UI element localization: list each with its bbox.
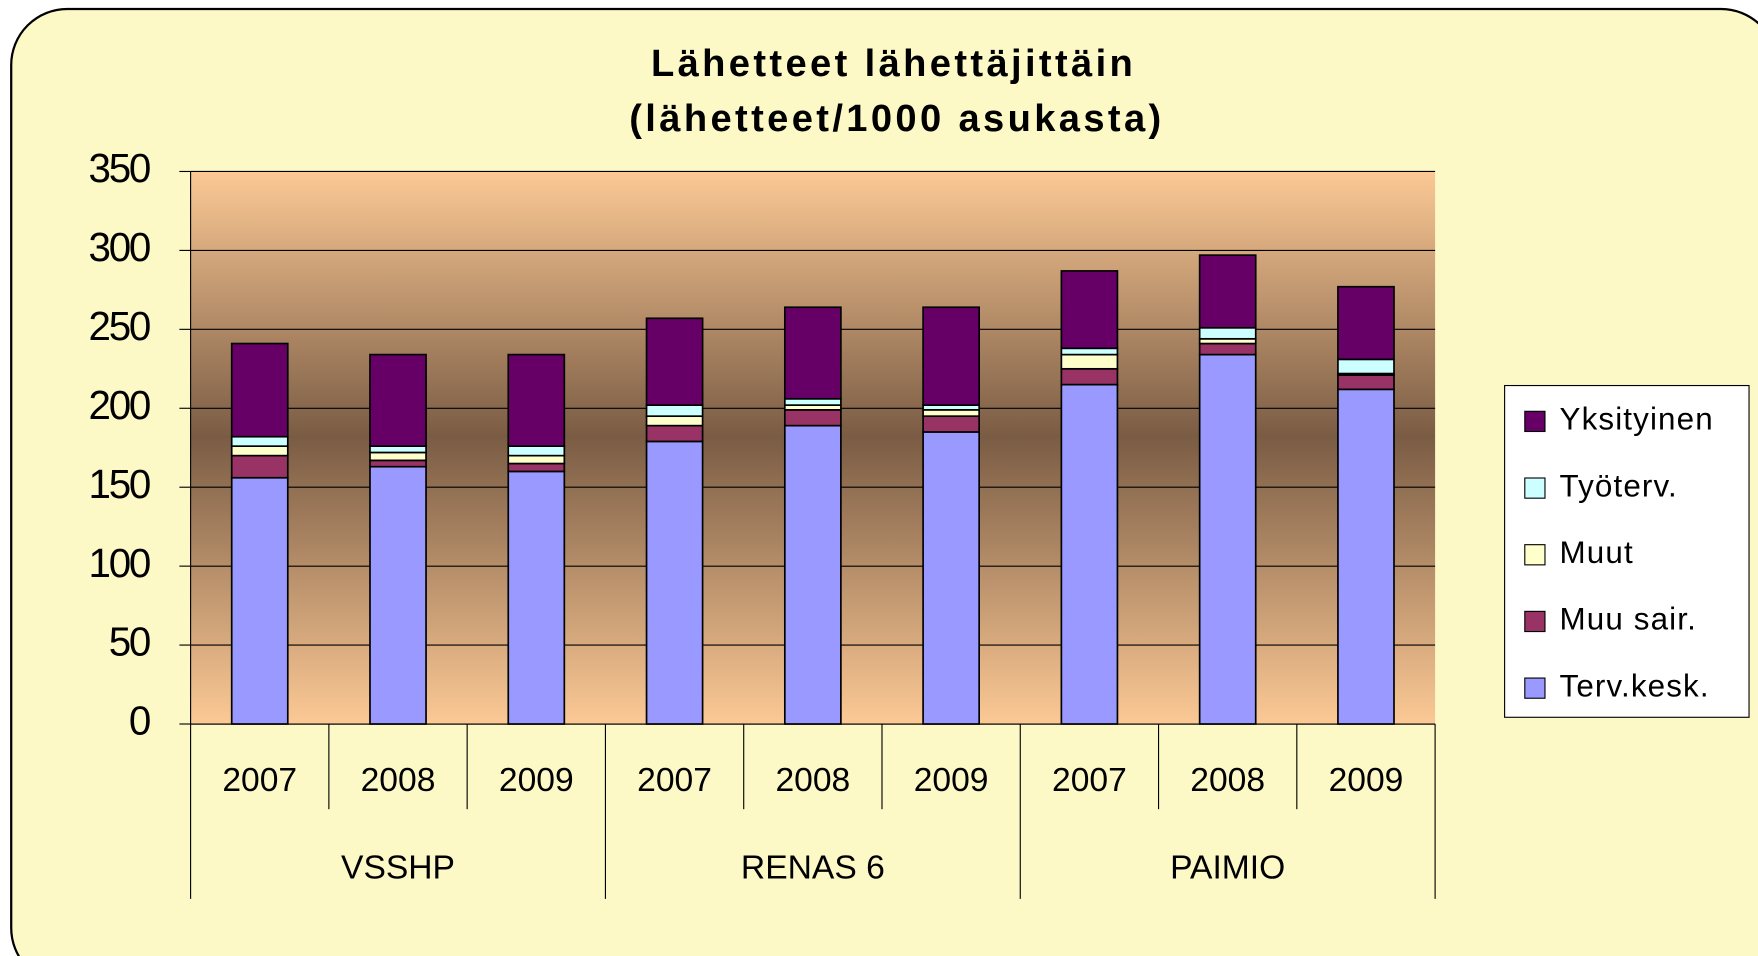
x-tick-label: 2009 [914,762,989,799]
legend-swatch [1524,477,1546,499]
bar-segment [1198,254,1257,329]
bar-segment [783,306,842,400]
bar-segment [783,397,842,406]
y-tick-label: 0 [129,698,150,744]
bar-segment [369,459,427,468]
bar-segment [230,342,289,438]
chart-title: Lähetteet lähettäjittäin [651,43,1136,85]
bar-segment [922,306,980,406]
bar-segment [1060,270,1119,350]
y-tick-label: 150 [89,461,150,507]
bar-segment [1060,367,1119,386]
bar-segment [1337,374,1395,391]
bar-segment [783,424,842,725]
bar-segment [1060,383,1119,725]
bar-segment [1198,326,1257,340]
x-tick-label: 2007 [222,762,297,799]
legend-label: Muut [1560,535,1634,570]
bar-segment [230,435,289,448]
bar-segment [507,353,566,448]
legend-swatch [1524,410,1546,433]
x-tick-label: 2007 [637,762,712,799]
bar-segment [922,431,980,725]
group-label: RENAS 6 [741,850,885,887]
legend-label: Muu sair. [1560,602,1697,637]
bar-segment [1198,342,1257,356]
bar-segment [507,462,566,473]
bar-segment [507,470,566,725]
bar-segment [230,445,289,457]
group-label: VSSHP [341,850,455,887]
group-label: PAIMIO [1170,850,1285,887]
x-tick-label: 2008 [775,762,850,799]
legend-swatch [1524,677,1546,699]
bar-segment [230,476,289,725]
y-tick-label: 100 [89,540,150,586]
bar-segment [507,445,566,457]
bar-segment [230,454,289,479]
bar-segment [1060,347,1119,356]
bar-segment [645,415,704,427]
bar-segment [1060,353,1119,370]
bar-segment [645,404,704,418]
legend-label: Yksityinen [1560,402,1714,437]
bar-segment [922,409,980,418]
x-tick-label: 2009 [1329,762,1404,799]
y-tick-label: 350 [89,145,150,191]
chart-subtitle: (lähetteet/1000 asukasta) [629,98,1164,140]
bar-segment [645,424,704,443]
x-tick-label: 2008 [1190,762,1265,799]
bar-segment [1337,388,1395,725]
bar-segment [645,317,704,406]
bar-segment [1198,353,1257,725]
bar-segment [369,445,427,454]
y-tick-label: 50 [109,619,150,665]
legend-swatch [1524,544,1546,566]
y-tick-label: 300 [89,224,150,270]
bar-segment [1337,285,1395,361]
bar-segment [783,409,842,427]
x-tick-label: 2009 [499,762,574,799]
bar-segment [922,415,980,433]
bar-segment [1337,358,1395,375]
bar-segment [369,353,427,448]
x-tick-label: 2008 [361,762,436,799]
bar-segment [645,440,704,725]
bar-segment [369,451,427,462]
legend-label: Työterv. [1560,468,1678,503]
y-tick-label: 250 [89,303,150,349]
legend-swatch [1524,610,1546,633]
x-tick-label: 2007 [1052,762,1127,799]
legend-label: Terv.kesk. [1560,668,1710,703]
bar-segment [369,465,427,725]
y-tick-label: 200 [89,382,150,428]
bar-segment [507,454,566,465]
